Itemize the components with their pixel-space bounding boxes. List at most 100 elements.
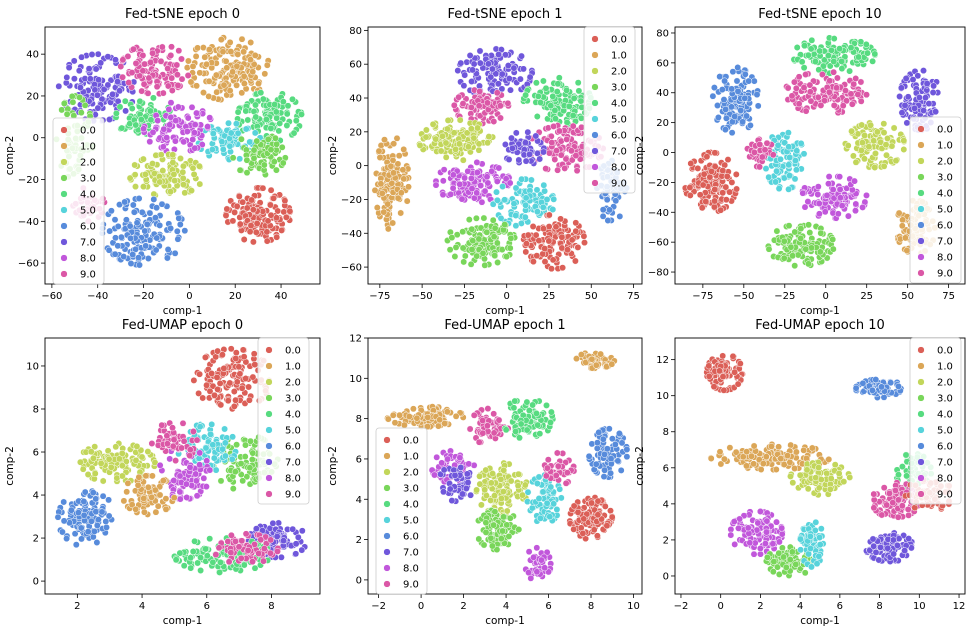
legend-label: 7.0 [611, 147, 627, 158]
scatter-point [805, 260, 812, 268]
legend-marker [60, 142, 68, 150]
scatter-points [384, 349, 631, 582]
chart-title: Fed-tSNE epoch 10 [758, 7, 881, 22]
scatter-point [195, 389, 203, 397]
scatter-point [533, 186, 541, 194]
scatter-point [526, 150, 534, 158]
scatter-point [220, 81, 228, 89]
scatter-point [432, 181, 440, 189]
scatter-point [472, 214, 480, 222]
scatter-point [213, 373, 221, 381]
legend-label: 3.0 [285, 394, 301, 405]
scatter-point [439, 177, 447, 185]
legend-label: 1.0 [611, 51, 627, 62]
scatter-point [97, 459, 105, 467]
scatter-point [833, 74, 841, 82]
scatter-point [820, 97, 828, 105]
scatter-point [170, 494, 178, 502]
scatter-point [485, 133, 493, 141]
scatter-point [176, 488, 184, 496]
scatter-point [248, 456, 256, 463]
scatter-point [494, 80, 502, 88]
scatter-point [121, 198, 129, 206]
scatter-point [698, 204, 706, 212]
scatter-point [463, 129, 471, 137]
scatter-point [552, 115, 559, 123]
scatter-point [473, 169, 481, 176]
scatter-point [241, 453, 249, 461]
scatter-point [508, 144, 516, 152]
scatter-point [184, 57, 192, 65]
scatter-point [871, 50, 879, 58]
scatter-point [483, 228, 491, 236]
y-tick-label: −40 [341, 229, 362, 240]
scatter-point [278, 226, 286, 234]
scatter-point [229, 433, 237, 441]
scatter-point [176, 549, 184, 557]
scatter-point [167, 99, 175, 107]
scatter-point [246, 138, 254, 146]
scatter-point [275, 519, 283, 527]
scatter-point [228, 455, 236, 463]
scatter-point [457, 59, 465, 67]
scatter-point [236, 370, 244, 378]
scatter-point [901, 234, 909, 242]
scatter-point [452, 243, 460, 251]
scatter-point [569, 122, 577, 130]
scatter-point [817, 101, 825, 109]
scatter-point [900, 146, 908, 153]
scatter-point [821, 208, 829, 216]
scatter-point [848, 100, 856, 108]
scatter-point [271, 101, 279, 108]
scatter-point [232, 349, 240, 357]
scatter-point [118, 449, 126, 457]
scatter-point [467, 174, 475, 182]
scatter-point [491, 224, 499, 232]
y-tick-label: 4 [33, 491, 39, 502]
y-tick-label: 80 [349, 26, 362, 37]
legend-marker [917, 253, 925, 261]
scatter-point [726, 188, 734, 196]
scatter-point [167, 113, 175, 121]
legend: 0.01.02.03.04.05.06.07.08.09.0 [583, 26, 636, 194]
scatter-point [207, 430, 214, 438]
scatter-point [159, 89, 167, 97]
scatter-point [239, 198, 247, 206]
scatter-point [189, 62, 197, 70]
scatter-point [475, 146, 483, 154]
scatter-point [873, 128, 881, 136]
scatter-point [178, 444, 186, 452]
scatter-point [501, 51, 509, 59]
scatter-point [121, 97, 129, 105]
scatter-point [192, 52, 200, 60]
scatter-point [236, 166, 244, 174]
scatter-point [124, 479, 132, 487]
scatter-point [883, 151, 890, 159]
scatter-point [191, 121, 199, 129]
scatter-point [221, 439, 229, 447]
scatter-point [209, 558, 217, 566]
scatter-point [267, 146, 275, 154]
scatter-point [111, 250, 119, 258]
y-tick-label: 0 [356, 161, 362, 172]
scatter-point [896, 93, 904, 100]
scatter-point [183, 64, 191, 72]
scatter-point [541, 187, 549, 195]
scatter-point [280, 537, 287, 545]
y-tick-label: −60 [18, 259, 39, 270]
scatter-point [444, 116, 452, 124]
scatter-point [539, 203, 547, 211]
scatter-point [132, 456, 140, 464]
scatter-point [227, 129, 235, 137]
scatter-point [107, 76, 115, 84]
x-tick-label: 4 [139, 601, 145, 612]
scatter-point [397, 209, 405, 217]
scatter-point [557, 151, 565, 159]
scatter-point [422, 126, 430, 134]
scatter-point [81, 488, 89, 496]
scatter-point [830, 68, 838, 76]
scatter-point [267, 211, 275, 219]
scatter-point [388, 179, 396, 187]
scatter-point [235, 543, 243, 551]
scatter-point [122, 216, 130, 224]
